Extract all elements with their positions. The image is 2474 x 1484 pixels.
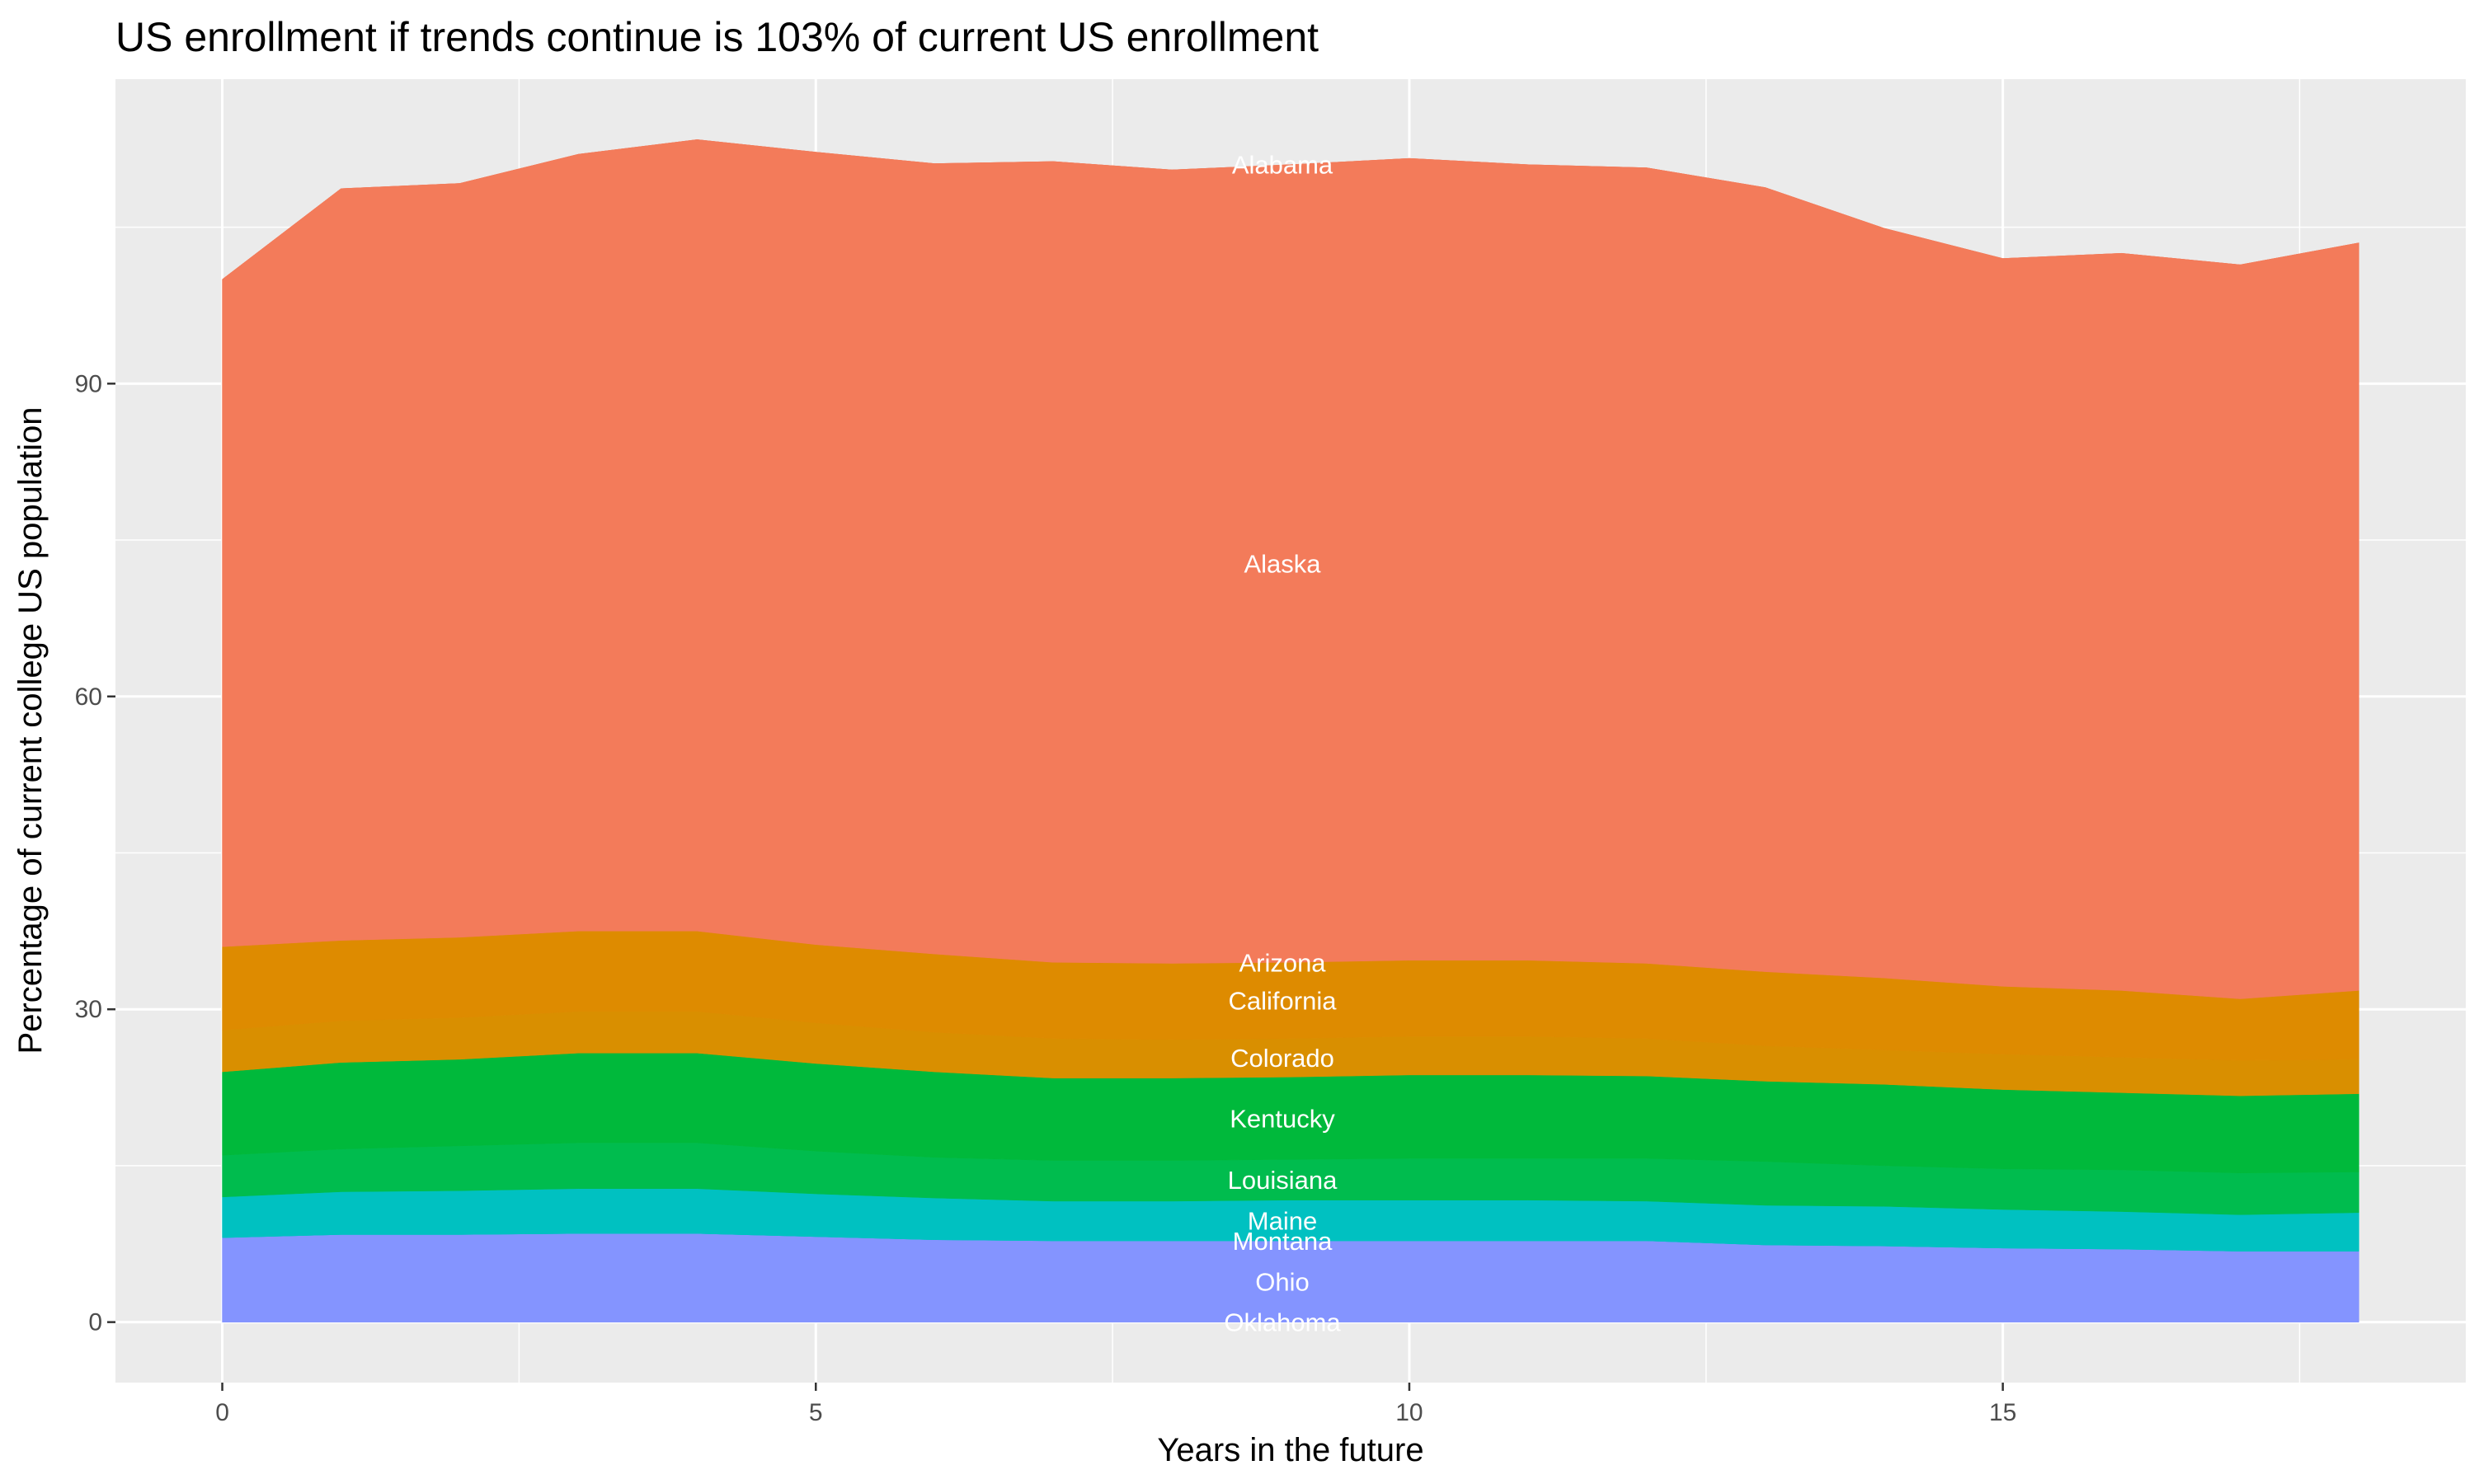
area-label-california: California <box>1229 986 1338 1015</box>
y-tick-label: 30 <box>75 996 102 1023</box>
y-tick-label: 90 <box>75 370 102 397</box>
axes: 0 5 10 15 0 30 60 90 <box>75 370 2017 1426</box>
area-label-kentucky: Kentucky <box>1230 1104 1335 1133</box>
x-tick-label: 10 <box>1395 1399 1423 1426</box>
area-label-alabama: Alabama <box>1232 151 1333 180</box>
area-label-montana: Montana <box>1233 1227 1333 1256</box>
x-tick-label: 0 <box>215 1399 229 1426</box>
area-label-oklahoma: Oklahoma <box>1224 1308 1341 1337</box>
area-label-louisiana: Louisiana <box>1228 1166 1338 1195</box>
area-label-alaska: Alaska <box>1244 549 1321 578</box>
y-axis-title: Percentage of current college US populat… <box>12 407 49 1054</box>
x-axis-title: Years in the future <box>1157 1432 1423 1468</box>
y-tick-label: 0 <box>88 1309 102 1336</box>
area-alabama <box>222 139 2359 280</box>
x-tick-label: 15 <box>1989 1399 2016 1426</box>
x-tick-label: 5 <box>809 1399 823 1426</box>
area-layers <box>222 139 2359 1322</box>
area-label-arizona: Arizona <box>1239 948 1326 977</box>
area-label-colorado: Colorado <box>1230 1044 1334 1073</box>
area-label-maine: Maine <box>1248 1206 1317 1235</box>
area-label-ohio: Ohio <box>1255 1267 1309 1296</box>
y-tick-label: 60 <box>75 683 102 711</box>
chart-title: US enrollment if trends continue is 103%… <box>115 14 1319 60</box>
